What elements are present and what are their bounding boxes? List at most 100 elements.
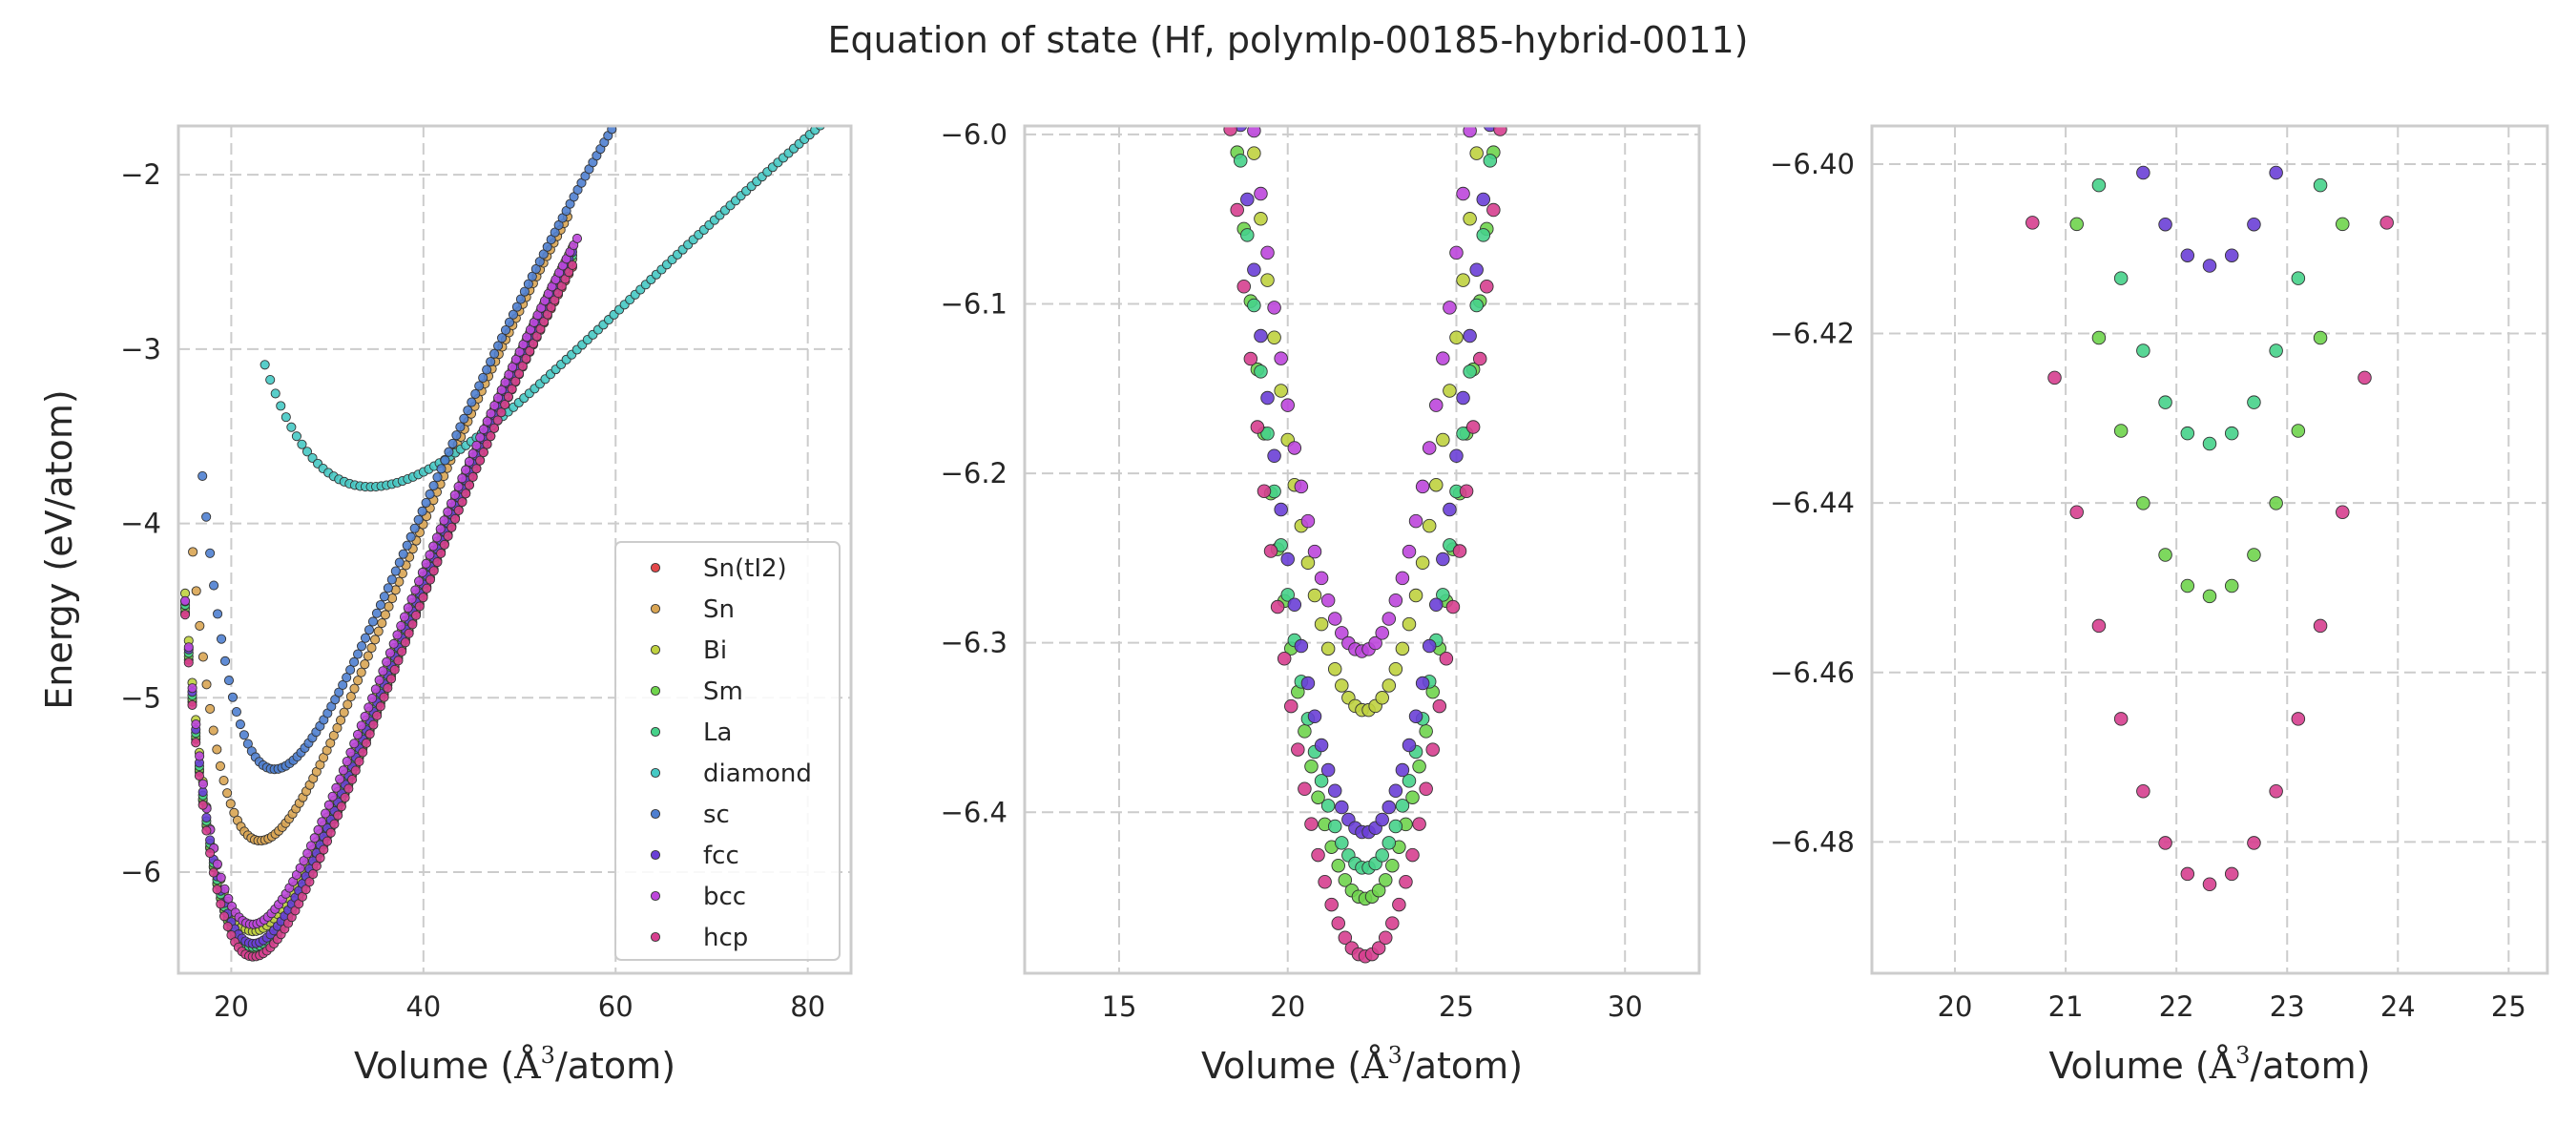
- data-point: [322, 836, 333, 846]
- series-la: [2091, 177, 2328, 451]
- data-point: [218, 911, 230, 922]
- data-point: [1469, 262, 1484, 277]
- data-point: [195, 620, 205, 631]
- data-point: [308, 869, 319, 880]
- data-point: [478, 448, 488, 458]
- data-point: [478, 372, 488, 384]
- data-point: [212, 859, 223, 869]
- legend-entry: Bi: [703, 636, 727, 665]
- data-point: [276, 401, 286, 411]
- y-tick-label: −3: [120, 333, 161, 365]
- data-point: [440, 455, 450, 466]
- data-point: [504, 317, 515, 327]
- data-point: [1307, 588, 1322, 603]
- data-point: [1419, 724, 1433, 739]
- data-point: [304, 877, 315, 887]
- data-point: [1371, 883, 1386, 898]
- data-point: [2269, 344, 2283, 358]
- x-axis-label: Volume (Å3/atom): [1201, 1042, 1523, 1087]
- data-point: [453, 481, 464, 492]
- data-point: [2379, 216, 2394, 230]
- data-point: [467, 397, 477, 407]
- legend-entry: Sn(tI2): [703, 554, 787, 583]
- data-point: [1368, 635, 1382, 651]
- data-point: [371, 608, 382, 618]
- data-point: [1254, 212, 1268, 226]
- legend-marker: [650, 726, 661, 738]
- data-point: [500, 399, 510, 410]
- data-point: [407, 619, 418, 630]
- data-point: [402, 540, 412, 551]
- data-point: [353, 676, 364, 686]
- data-point: [1395, 641, 1410, 656]
- legend-marker: [650, 849, 661, 861]
- series-sm: [2069, 217, 2350, 604]
- data-point: [373, 626, 384, 636]
- data-point: [482, 416, 492, 427]
- data-point: [1274, 538, 1288, 552]
- data-point: [345, 692, 356, 702]
- data-point: [1240, 192, 1255, 207]
- legend-entry: hcp: [703, 924, 748, 952]
- subplot-1: 20 40 60 80 −6 −5 −4 −3 −2 Volume (Å3/atom) Energy…: [38, 124, 853, 1087]
- data-point: [197, 779, 208, 789]
- data-point: [2136, 496, 2150, 510]
- data-point: [384, 648, 395, 658]
- data-point: [222, 788, 233, 799]
- data-point: [2091, 330, 2107, 345]
- data-point: [360, 711, 370, 721]
- data-point: [1287, 597, 1302, 612]
- data-point: [486, 357, 496, 367]
- data-point: [191, 586, 201, 596]
- data-point: [1230, 202, 1244, 218]
- series-sc: [197, 126, 619, 775]
- data-point: [1375, 848, 1389, 863]
- data-point: [482, 439, 492, 449]
- data-point: [380, 610, 390, 620]
- data-point: [1294, 479, 1309, 494]
- data-point: [1247, 126, 1261, 138]
- data-point: [1456, 390, 1470, 406]
- data-point: [1456, 427, 1470, 441]
- data-point: [1402, 544, 1417, 559]
- y-tick-label: −6: [120, 856, 161, 888]
- data-point: [2269, 496, 2283, 510]
- data-point: [1415, 479, 1430, 494]
- series-bcc: [1247, 126, 1477, 658]
- data-point: [1405, 790, 1420, 804]
- data-point: [399, 612, 410, 622]
- data-point: [470, 388, 481, 400]
- data-point: [2069, 505, 2084, 520]
- data-point: [1483, 154, 1498, 168]
- data-point: [366, 642, 377, 654]
- data-point: [1388, 662, 1403, 677]
- data-point: [350, 765, 361, 776]
- data-point: [223, 676, 235, 686]
- x-axis-label: Volume (Å3/atom): [354, 1042, 675, 1087]
- data-point: [349, 683, 360, 694]
- data-point: [364, 702, 374, 713]
- data-point: [345, 747, 356, 758]
- data-point: [511, 302, 523, 312]
- data-point: [2047, 370, 2062, 385]
- data-point: [370, 684, 381, 695]
- data-point: [216, 872, 226, 883]
- data-point: [1335, 836, 1349, 850]
- data-point: [492, 415, 503, 426]
- data-point: [1260, 427, 1275, 441]
- data-point: [1250, 420, 1265, 434]
- data-point: [398, 549, 408, 559]
- data-point: [493, 341, 504, 351]
- data-point: [1327, 819, 1342, 834]
- x-tick-label: 40: [405, 990, 441, 1023]
- data-point: [356, 641, 367, 652]
- data-point: [2224, 866, 2239, 882]
- data-point: [370, 635, 381, 645]
- data-point: [471, 440, 482, 450]
- data-point: [1277, 651, 1292, 666]
- data-point: [422, 583, 432, 593]
- data-point: [1307, 709, 1322, 723]
- data-point: [1236, 279, 1252, 294]
- data-point: [356, 720, 366, 731]
- data-point: [239, 730, 249, 740]
